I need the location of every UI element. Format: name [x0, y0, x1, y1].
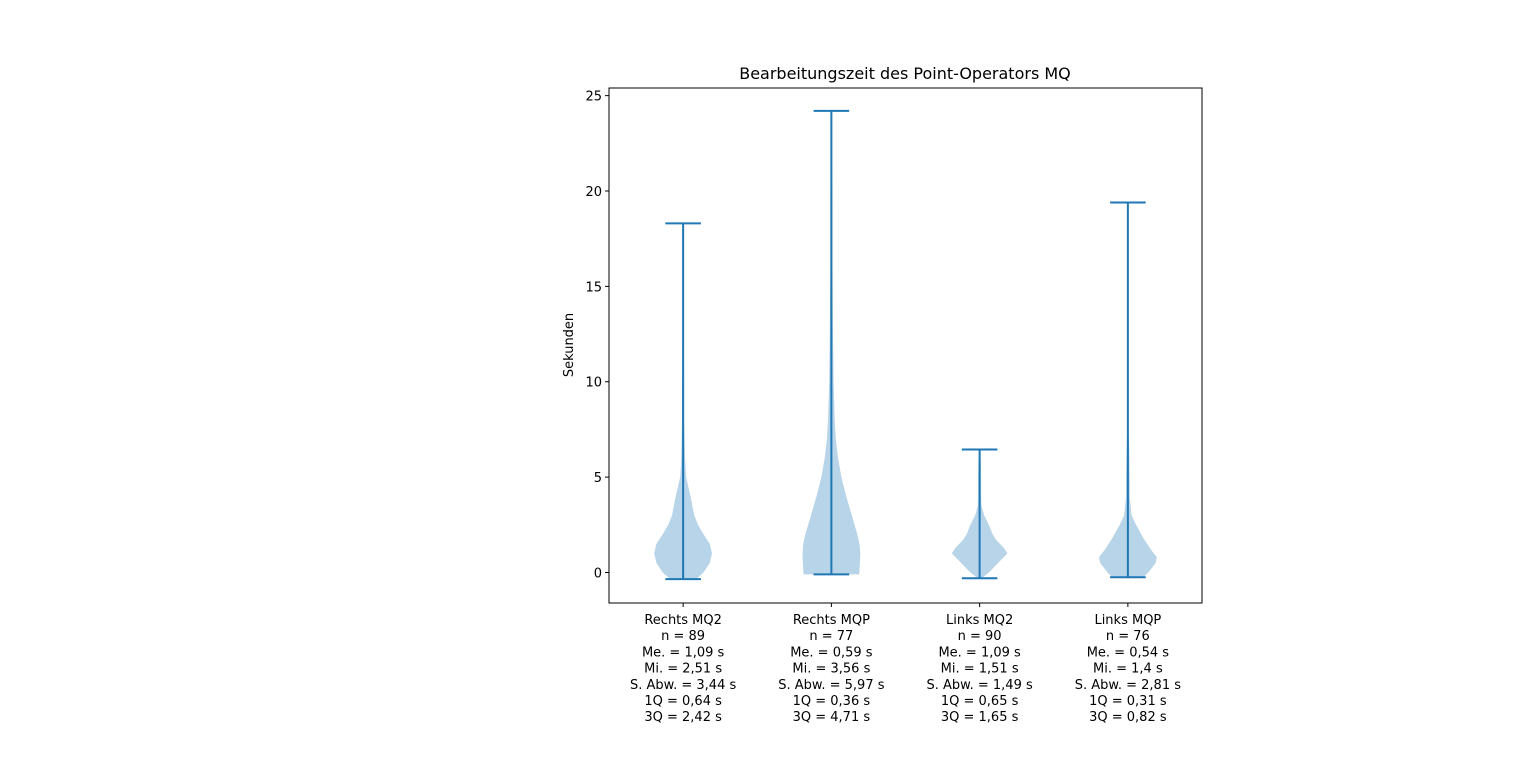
- x-tick-label-line: Mi. = 1,4 s: [1093, 662, 1163, 677]
- x-tick-label-line: Mi. = 3,56 s: [792, 662, 870, 677]
- y-tick-label: 0: [594, 566, 602, 581]
- x-tick-label-line: Me. = 0,54 s: [1087, 645, 1170, 660]
- x-tick-label-line: n = 90: [958, 629, 1002, 644]
- x-tick-label-line: Me. = 1,09 s: [642, 645, 725, 660]
- x-tick-label-line: Mi. = 1,51 s: [941, 662, 1019, 677]
- chart-title: Bearbeitungszeit des Point-Operators MQ: [739, 64, 1071, 83]
- y-tick-label: 10: [585, 376, 602, 391]
- y-tick-label: 20: [585, 185, 602, 200]
- x-tick-label-line: 1Q = 0,65 s: [941, 694, 1019, 709]
- y-axis-label: Sekunden: [562, 313, 577, 377]
- x-tick-label-line: 1Q = 0,31 s: [1089, 694, 1167, 709]
- x-tick-label-line: Links MQ2: [946, 613, 1013, 628]
- x-tick-label-line: Links MQP: [1094, 613, 1161, 628]
- x-tick-label-line: S. Abw. = 2,81 s: [1075, 678, 1181, 693]
- x-tick-label-line: 3Q = 4,71 s: [793, 710, 871, 725]
- x-tick-label-line: Rechts MQP: [793, 613, 870, 628]
- y-axis: 0 5 10 15 20 25: [585, 90, 609, 581]
- x-tick-label-line: 3Q = 2,42 s: [644, 710, 722, 725]
- x-tick-label-line: n = 76: [1106, 629, 1150, 644]
- y-tick-label: 15: [585, 280, 602, 295]
- y-tick-label: 5: [594, 471, 602, 486]
- x-tick-label-line: 3Q = 0,82 s: [1089, 710, 1167, 725]
- plot-frame: [608, 87, 1203, 604]
- x-tick-label-line: n = 89: [661, 629, 705, 644]
- x-tick-label-line: 1Q = 0,64 s: [644, 694, 722, 709]
- x-tick-label-line: S. Abw. = 3,44 s: [630, 678, 736, 693]
- x-tick-label-line: 1Q = 0,36 s: [793, 694, 871, 709]
- x-tick-label-line: 3Q = 1,65 s: [941, 710, 1019, 725]
- x-tick-label-line: S. Abw. = 1,49 s: [927, 678, 1033, 693]
- y-tick-label: 25: [585, 90, 602, 105]
- x-tick-label-line: Mi. = 2,51 s: [644, 662, 722, 677]
- violins-group: [654, 109, 1157, 581]
- x-tick-label-line: Me. = 0,59 s: [790, 645, 873, 660]
- x-tick-label-line: S. Abw. = 5,97 s: [778, 678, 884, 693]
- x-tick-label-line: Rechts MQ2: [644, 613, 722, 628]
- x-tick-label-line: Me. = 1,09 s: [938, 645, 1021, 660]
- x-tick-label-line: n = 77: [809, 629, 853, 644]
